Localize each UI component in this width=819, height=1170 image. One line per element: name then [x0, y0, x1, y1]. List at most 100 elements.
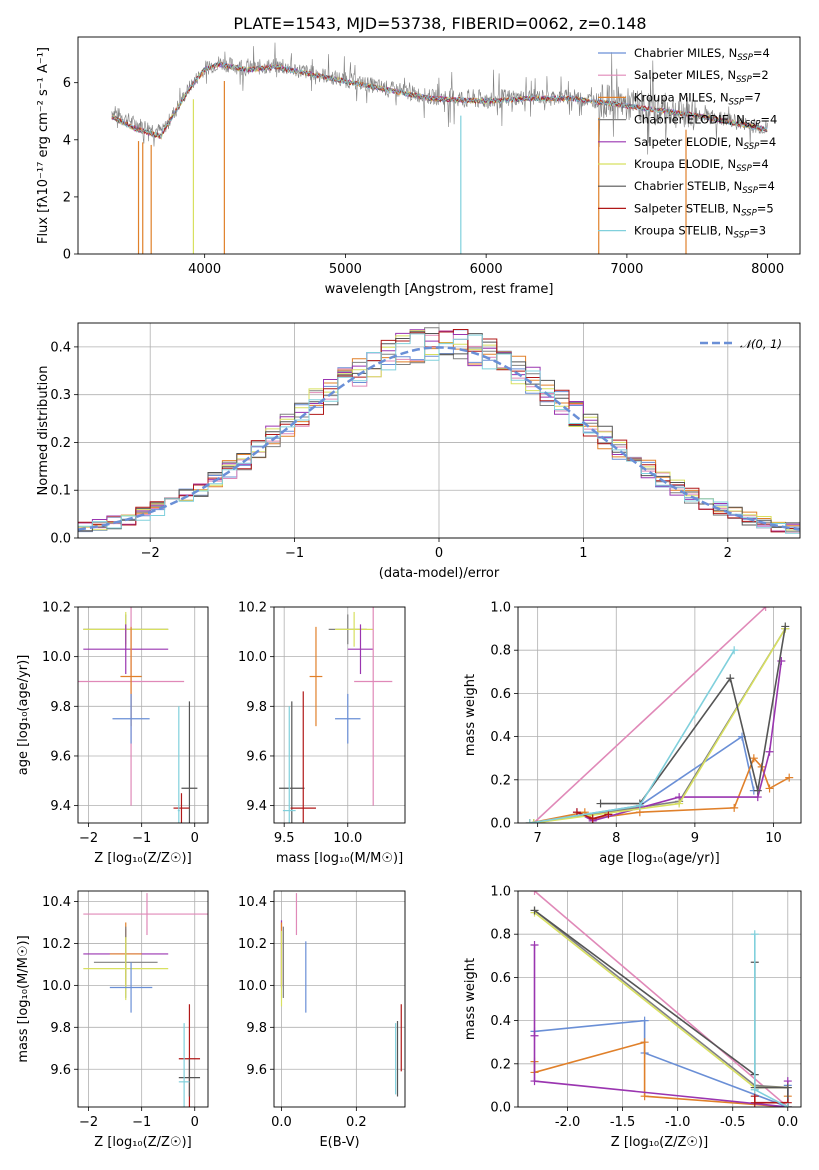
panel-spectrum: 4000 5000 6000 7000 8000 0 2 4 6 wavelength [Angs…: [36, 36, 801, 297]
y-tick-label: 10.0: [238, 979, 267, 994]
normal-curve: [78, 346, 800, 531]
plot-area-age_vs_Z: [78, 607, 198, 823]
ssp-marker: [530, 941, 539, 949]
ssp-marker: [765, 747, 774, 756]
plot-area-residuals: [78, 327, 800, 534]
ssp-marker: [530, 891, 539, 895]
axes-frame: [77, 322, 801, 539]
legend-subscript: SSP: [729, 97, 745, 107]
legend-entry: Chabrier STELIB, NSSP=4: [634, 179, 775, 196]
y-tick-label: 9.8: [50, 700, 71, 715]
y-tick-label: 10.2: [238, 601, 267, 616]
x-axis-label: mass [log₁₀(M/M☉)]: [276, 851, 403, 866]
panel-weight_vs_Z: -2.0 -1.5 -1.0 -0.5 0.0 0.0 0.2 0.4 0.6 0.8 1.0 Z […: [463, 885, 802, 1150]
ssp-marker: [640, 1092, 649, 1101]
errorbar-point: [109, 962, 153, 1013]
ssp-marker: [761, 607, 770, 611]
x-tick-label: 8: [612, 831, 620, 846]
legend-entry: Salpeter MILES, NSSP=2: [634, 68, 769, 85]
y-tick-label: 9.4: [246, 799, 267, 814]
ssp-marker: [530, 1031, 539, 1040]
errorbar-point: [335, 611, 374, 647]
x-tick-label: 8000: [751, 262, 784, 277]
x-tick-label: 10: [765, 831, 782, 846]
y-tick-label: 1.0: [490, 601, 511, 616]
y-tick-label: 0.2: [50, 436, 71, 451]
ssp-marker: [749, 754, 758, 763]
x-axis-label: age [log₁₀(age/yr)]: [599, 851, 720, 866]
errorbar-point: [282, 706, 296, 823]
legend-subscript: SSP: [736, 75, 752, 85]
panel-weight_vs_age: 7 8 9 10 0.0 0.2 0.4 0.6 0.8 1.0 age [log₁₀(age/yr…: [463, 601, 802, 866]
legend-entry: Chabrier ELODIE, NSSP=4: [634, 113, 777, 130]
ssp-marker: [785, 773, 794, 782]
y-tick-label: 0.0: [490, 817, 511, 832]
x-tick-label: 0: [191, 831, 199, 846]
mass-weight-line: [533, 607, 767, 823]
legend-value: =4: [760, 113, 777, 127]
legend-label: Chabrier ELODIE, N: [634, 113, 745, 127]
x-tick-label: 10.0: [333, 831, 362, 846]
ssp-marker: [783, 1083, 792, 1092]
y-axis-label: age [log₁₀(age/yr)]: [16, 655, 31, 776]
legend-subscript: SSP: [734, 231, 750, 241]
x-tick-label: −2: [141, 546, 160, 561]
ssp-marker: [730, 803, 739, 812]
axes-frame: [77, 606, 209, 824]
legend-entry: 𝒩(0, 1): [740, 337, 782, 351]
ssp-marker: [750, 1085, 759, 1094]
plot-area-mass_vs_EBV: [280, 893, 402, 1097]
model-spectrum-line: [111, 61, 768, 139]
errorbar-point: [112, 693, 150, 744]
x-tick-label: −2: [79, 1115, 98, 1130]
residual-histogram: [78, 333, 800, 534]
legend-value: =2: [752, 68, 769, 82]
x-axis-label: (data-model)/error: [379, 566, 500, 581]
y-tick-label: 0.4: [490, 1014, 511, 1029]
legend-entry: Chabrier MILES, NSSP=4: [634, 46, 770, 63]
y-axis-label: Flux [fλ10⁻¹⁷ erg cm⁻² s⁻¹ A⁻¹]: [36, 47, 51, 244]
axes-frame: [517, 606, 802, 824]
y-tick-label: 9.8: [50, 1021, 71, 1036]
plot-area-mass_vs_Z: [83, 893, 208, 1107]
x-tick-label: 5000: [329, 262, 362, 277]
y-tick-label: 9.6: [246, 1063, 267, 1078]
axes-frame: [273, 890, 406, 1108]
y-tick-label: 9.4: [50, 799, 71, 814]
errorbar-point: [279, 701, 305, 823]
y-tick-label: 9.8: [246, 700, 267, 715]
ssp-marker: [530, 1077, 539, 1086]
axes-frame: [77, 890, 209, 1108]
legend-subscript: SSP: [737, 53, 753, 63]
figure-title: PLATE=1543, MJD=53738, FIBERID=0062, z=0…: [233, 14, 646, 33]
x-tick-label: 1: [579, 546, 587, 561]
panel-age_vs_Z: −2 −1 0 9.4 9.6 9.8 10.0 10.2 Z [log₁₀(Z/Z☉)] age…: [16, 601, 209, 866]
y-tick-label: 0.2: [490, 773, 511, 788]
panel-residuals: −2 −1 0 1 2 0.0 0.1 0.2 0.3 0.4 (data-model)/error…: [36, 322, 801, 581]
y-tick-label: 1.0: [490, 885, 511, 900]
legend-value: =4: [753, 46, 770, 60]
legend-subscript: SSP: [736, 164, 752, 174]
errorbar-point: [178, 1023, 190, 1107]
x-tick-label: 0.0: [271, 1115, 292, 1130]
ssp-marker: [588, 814, 597, 823]
errorbar-point: [173, 793, 190, 823]
mass-weight-line: [533, 891, 789, 1107]
legend-value: =5: [757, 201, 774, 215]
x-tick-label: 2: [724, 546, 732, 561]
y-tick-label: 10.0: [42, 650, 71, 665]
y-tick-label: 0.6: [490, 687, 511, 702]
x-tick-label: 7000: [610, 262, 643, 277]
mass-weight-line: [576, 660, 783, 822]
ssp-marker: [635, 801, 644, 810]
legend-label: Kroupa STELIB, N: [634, 224, 734, 238]
axes-frame: [517, 890, 802, 1108]
y-tick-label: 10.0: [42, 979, 71, 994]
ssp-marker: [750, 930, 759, 939]
legend-label: Chabrier MILES, N: [634, 46, 737, 60]
y-tick-label: 9.8: [246, 1021, 267, 1036]
x-tick-label: 6000: [470, 262, 503, 277]
x-tick-label: 0.2: [346, 1115, 367, 1130]
errorbar-point: [181, 701, 198, 823]
